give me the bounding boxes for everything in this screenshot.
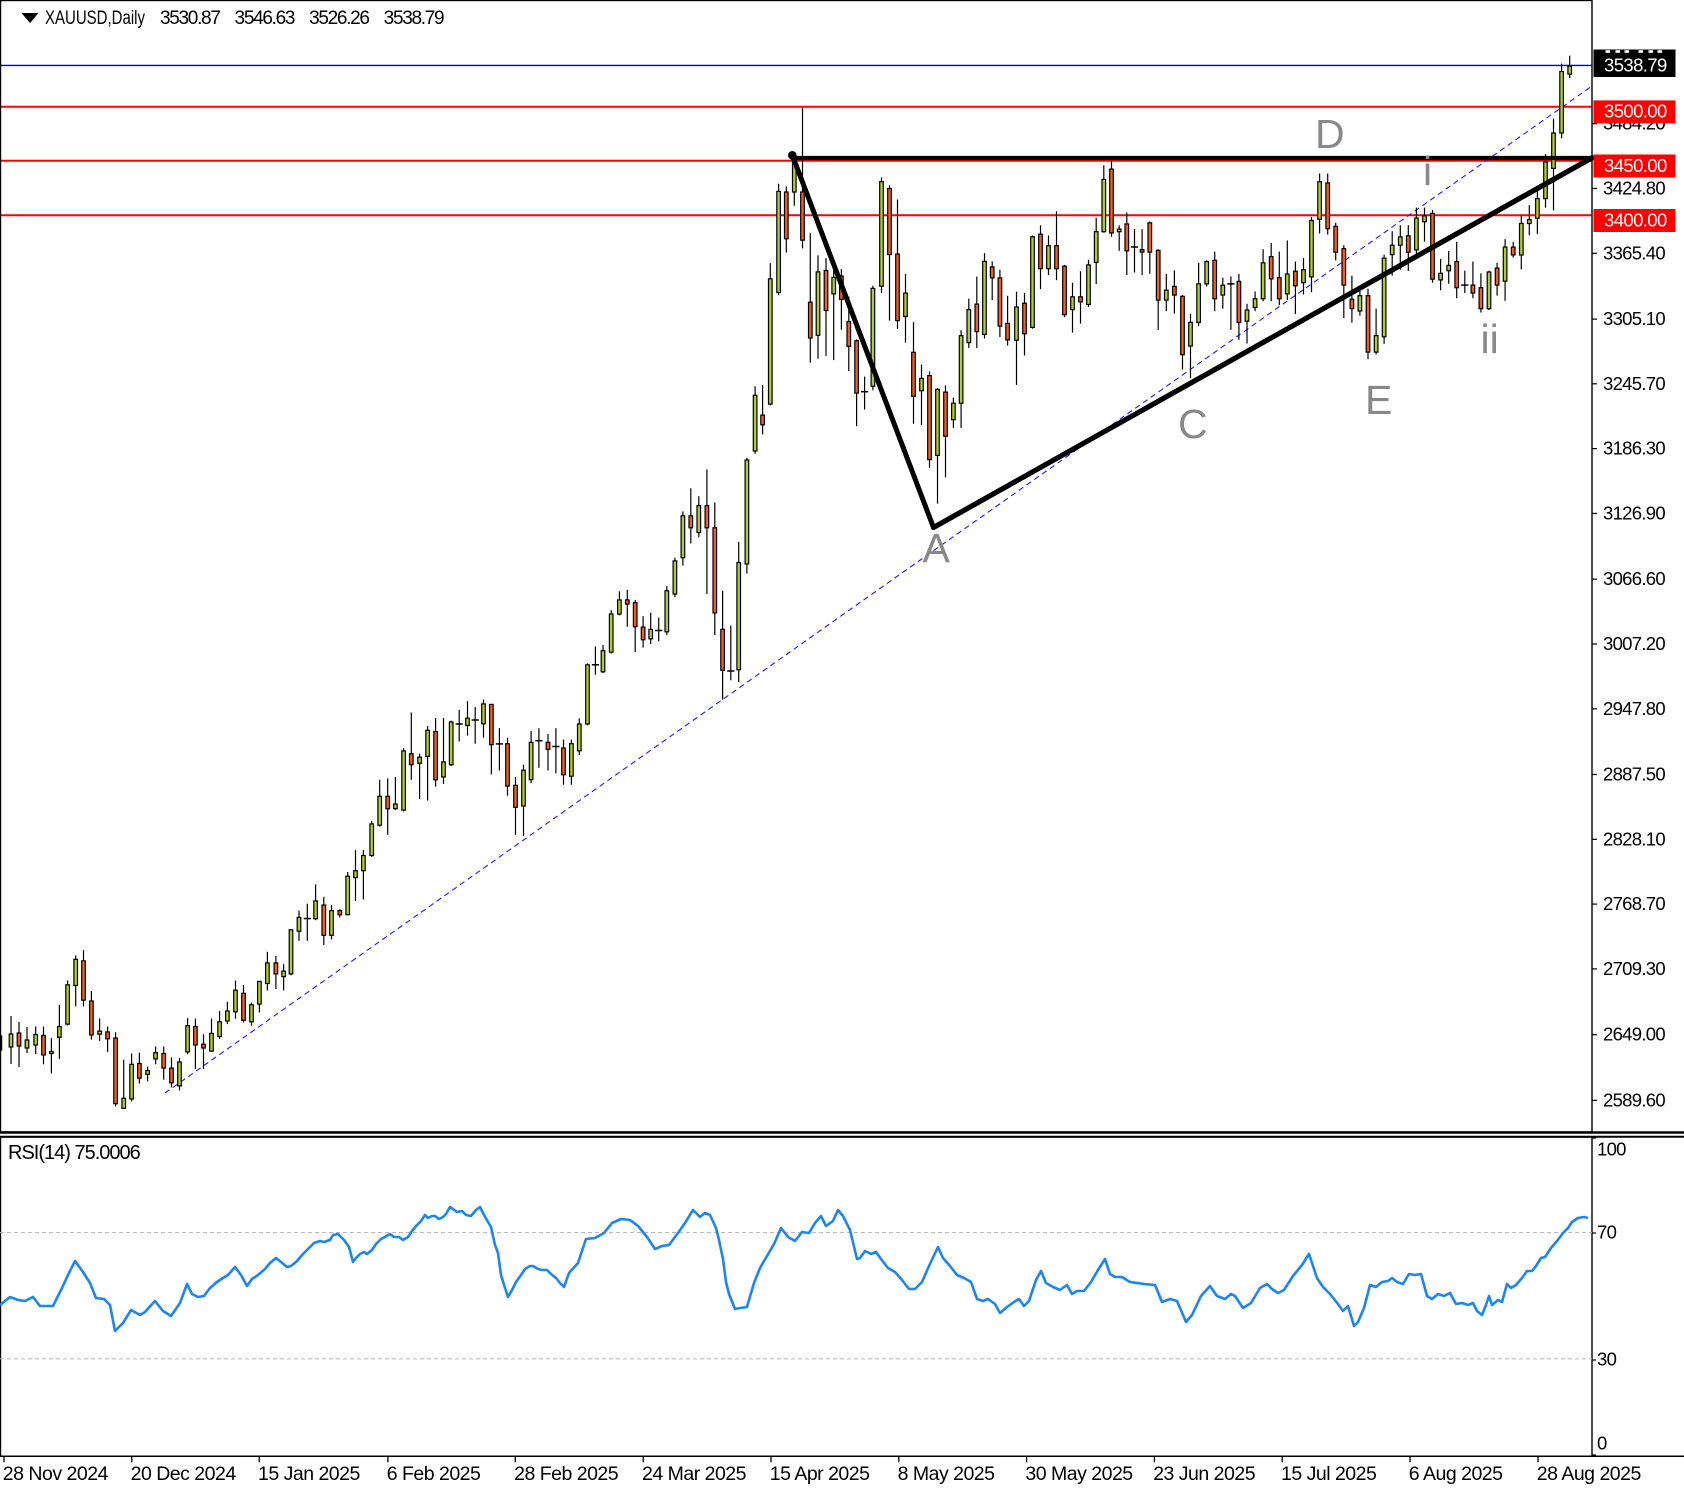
svg-text:D: D: [1315, 111, 1345, 157]
svg-text:3126.90: 3126.90: [1603, 502, 1665, 523]
svg-text:2709.30: 2709.30: [1603, 958, 1665, 979]
svg-text:0: 0: [1597, 1433, 1607, 1454]
svg-text:15 Jan 2025: 15 Jan 2025: [258, 1463, 361, 1485]
svg-text:3538.79: 3538.79: [1604, 55, 1667, 76]
svg-text:24 Mar 2025: 24 Mar 2025: [642, 1463, 747, 1485]
svg-text:RSI(14) 75.0006: RSI(14) 75.0006: [8, 1142, 141, 1164]
svg-text:3424.80: 3424.80: [1603, 178, 1665, 199]
svg-text:3066.60: 3066.60: [1603, 568, 1665, 589]
svg-text:3450.00: 3450.00: [1604, 155, 1667, 176]
svg-text:6 Feb 2025: 6 Feb 2025: [387, 1463, 481, 1485]
svg-text:30: 30: [1597, 1349, 1617, 1370]
svg-text:6 Aug 2025: 6 Aug 2025: [1409, 1463, 1503, 1485]
svg-text:20 Dec 2024: 20 Dec 2024: [131, 1463, 237, 1485]
svg-text:3007.20: 3007.20: [1603, 633, 1665, 654]
svg-text:30 May 2025: 30 May 2025: [1025, 1463, 1133, 1485]
svg-text:28 Nov 2024: 28 Nov 2024: [3, 1463, 109, 1485]
svg-text:15 Jul 2025: 15 Jul 2025: [1281, 1463, 1377, 1485]
svg-text:28 Feb 2025: 28 Feb 2025: [514, 1463, 619, 1485]
svg-text:100: 100: [1597, 1139, 1626, 1160]
svg-text:E: E: [1365, 377, 1392, 423]
svg-text:8 May 2025: 8 May 2025: [898, 1463, 996, 1485]
svg-text:ii: ii: [1481, 316, 1499, 362]
svg-text:3500.00: 3500.00: [1604, 101, 1667, 122]
svg-text:28 Aug 2025: 28 Aug 2025: [1537, 1463, 1642, 1485]
svg-text:2649.00: 2649.00: [1603, 1024, 1665, 1045]
svg-text:70: 70: [1597, 1222, 1617, 1243]
svg-text:2768.70: 2768.70: [1603, 893, 1665, 914]
svg-text:XAUUSD,Daily: XAUUSD,Daily: [45, 8, 145, 29]
svg-text:15 Apr 2025: 15 Apr 2025: [770, 1463, 870, 1485]
svg-text:3530.87 3546.63 3526.26 3538.7: 3530.87 3546.63 3526.26 3538.79: [160, 8, 444, 29]
svg-text:C: C: [1178, 401, 1208, 447]
svg-text:3186.30: 3186.30: [1603, 438, 1665, 459]
svg-text:i: i: [1423, 148, 1432, 194]
svg-text:3245.70: 3245.70: [1603, 373, 1665, 394]
svg-text:3305.10: 3305.10: [1603, 308, 1665, 329]
svg-text:3400.00: 3400.00: [1604, 209, 1667, 230]
svg-text:23 Jun 2025: 23 Jun 2025: [1153, 1463, 1256, 1485]
svg-text:A: A: [923, 525, 951, 571]
svg-text:2828.10: 2828.10: [1603, 828, 1665, 849]
svg-text:3365.40: 3365.40: [1603, 242, 1665, 263]
svg-text:2887.50: 2887.50: [1603, 764, 1665, 785]
svg-text:2947.80: 2947.80: [1603, 698, 1665, 719]
svg-text:2589.60: 2589.60: [1603, 1089, 1665, 1110]
